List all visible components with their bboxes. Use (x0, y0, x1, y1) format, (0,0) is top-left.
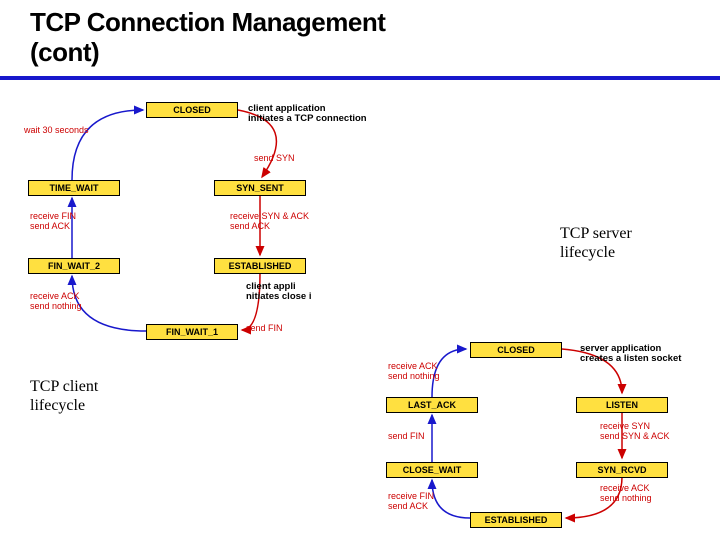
caption-client: TCP clientlifecycle (30, 377, 98, 415)
label-client-close: client applinitiates close i (246, 282, 311, 303)
title-rule (0, 76, 720, 80)
title-line-2: (cont) (30, 37, 99, 67)
label-send-fin2: send FIN (388, 432, 425, 442)
state-client-syn-sent: SYN_SENT (214, 180, 306, 196)
state-client-closed: CLOSED (146, 102, 238, 118)
label-recv-fin2: receive FINsend ACK (388, 492, 434, 512)
title-line-1: TCP Connection Management (30, 7, 385, 37)
state-server-established: ESTABLISHED (470, 512, 562, 528)
label-wait30: wait 30 seconds (24, 126, 89, 136)
label-server-create: server applicationcreates a listen socke… (580, 344, 681, 365)
slide-title: TCP Connection Management(cont) (0, 0, 720, 80)
label-send-fin: send FIN (246, 324, 283, 334)
label-recv-ack: receive ACKsend nothing (30, 292, 82, 312)
state-client-established: ESTABLISHED (214, 258, 306, 274)
state-client-fin-wait-1: FIN_WAIT_1 (146, 324, 238, 340)
label-recv-fin: receive FINsend ACK (30, 212, 76, 232)
state-server-last-ack: LAST_ACK (386, 397, 478, 413)
state-server-close-wait: CLOSE_WAIT (386, 462, 478, 478)
state-client-time-wait: TIME_WAIT (28, 180, 120, 196)
state-client-fin-wait-2: FIN_WAIT_2 (28, 258, 120, 274)
label-recv-synack: receive SYN & ACKsend ACK (230, 212, 309, 232)
caption-server: TCP serverlifecycle (560, 224, 632, 262)
label-recv-syn: receive SYNsend SYN & ACK (600, 422, 670, 442)
state-server-syn-rcvd: SYN_RCVD (576, 462, 668, 478)
label-recv-ack3: receive ACKsend nothing (388, 362, 440, 382)
label-client-init: client applicationinitiates a TCP connec… (248, 104, 367, 125)
state-server-closed: CLOSED (470, 342, 562, 358)
diagram-area: CLOSED SYN_SENT ESTABLISHED FIN_WAIT_1 F… (0, 92, 720, 540)
label-send-syn: send SYN (254, 154, 295, 164)
label-recv-ack2: receive ACKsend nothing (600, 484, 652, 504)
state-server-listen: LISTEN (576, 397, 668, 413)
